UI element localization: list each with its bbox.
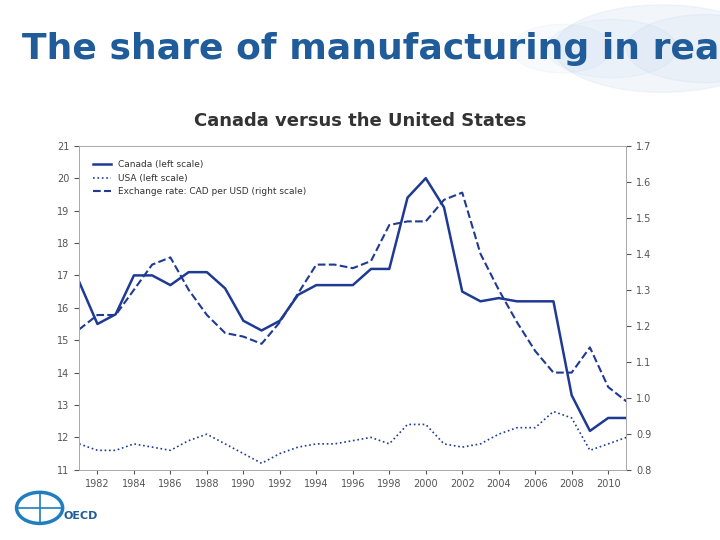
Text: OECD: OECD <box>63 511 98 521</box>
Text: Canada versus the United States: Canada versus the United States <box>194 112 526 131</box>
Ellipse shape <box>626 15 720 83</box>
Ellipse shape <box>554 5 720 92</box>
Ellipse shape <box>547 19 677 78</box>
Legend: Canada (left scale), USA (left scale), Exchange rate: CAD per USD (right scale): Canada (left scale), USA (left scale), E… <box>89 157 310 200</box>
Ellipse shape <box>511 24 612 73</box>
Text: The share of manufacturing in real GDP: The share of manufacturing in real GDP <box>22 32 720 65</box>
